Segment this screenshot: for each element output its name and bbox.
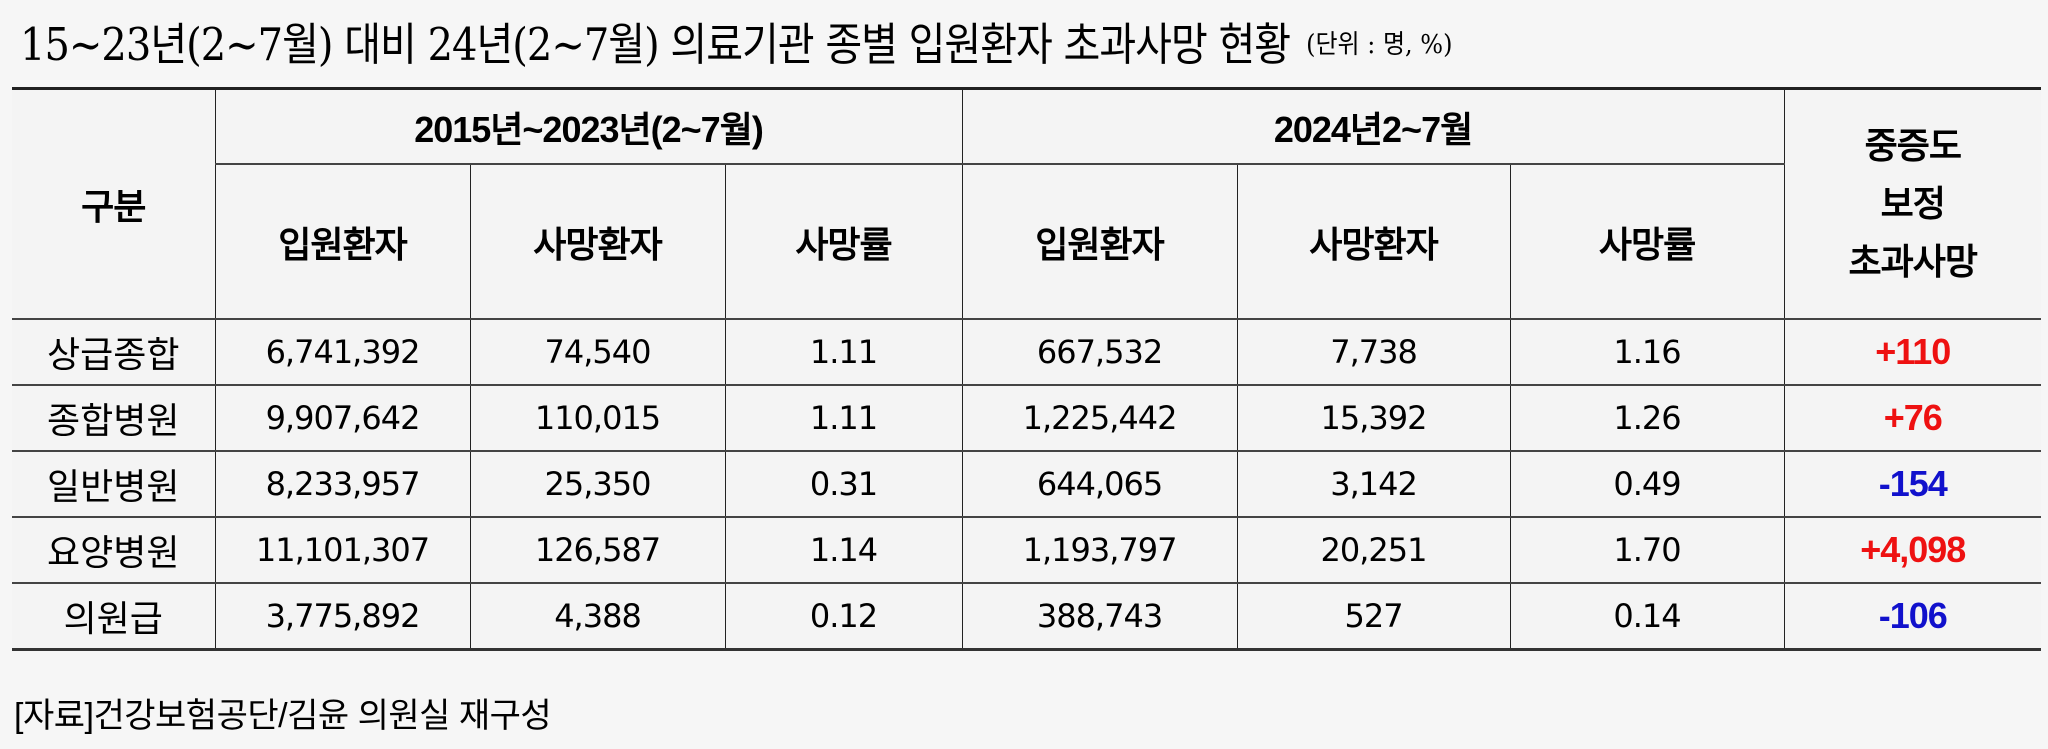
p1-deaths: 126,587	[469, 516, 726, 584]
row-label: 상급종합	[12, 318, 216, 386]
p1-rate: 1.14	[724, 516, 963, 584]
p2-rate: 0.14	[1509, 582, 1785, 651]
table-row: 종합병원 9,907,642 110,015 1.11 1,225,442 15…	[12, 384, 2042, 452]
header-row-1: 구분 2015년~2023년(2~7월) 2024년2~7월 중증도 보정 초과…	[12, 87, 2042, 320]
header-p1-deaths: 사망환자	[469, 163, 726, 320]
title-main: 15~23년(2~7월) 대비 24년(2~7월) 의료기관 종별 입원환자 초…	[20, 19, 1291, 72]
p1-deaths: 110,015	[469, 384, 726, 452]
p2-rate: 1.26	[1509, 384, 1785, 452]
table-row: 상급종합 6,741,392 74,540 1.11 667,532 7,738…	[12, 318, 2042, 386]
p2-inpatients: 1,225,442	[961, 384, 1238, 452]
table-row: 요양병원 11,101,307 126,587 1.14 1,193,797 2…	[12, 516, 2042, 584]
row-label: 요양병원	[12, 516, 216, 584]
p2-inpatients: 644,065	[961, 450, 1238, 518]
p1-inpatients: 11,101,307	[214, 516, 471, 584]
p2-deaths: 527	[1236, 582, 1511, 651]
header-period-2024: 2024년2~7월	[961, 87, 1785, 165]
p1-rate: 0.12	[724, 582, 963, 651]
p2-deaths: 7,738	[1236, 318, 1511, 386]
p2-deaths: 3,142	[1236, 450, 1511, 518]
header-p2-rate: 사망률	[1509, 163, 1785, 320]
p2-inpatients: 1,193,797	[961, 516, 1238, 584]
header-row-2: 입원환자 사망환자 사망률 입원환자 사망환자 사망률	[12, 163, 2041, 320]
p1-rate: 1.11	[724, 318, 963, 386]
p2-rate: 1.16	[1509, 318, 1785, 386]
excess-death-table: 구분 2015년~2023년(2~7월) 2024년2~7월 중증도 보정 초과…	[12, 87, 2042, 651]
p2-rate: 0.49	[1509, 450, 1785, 518]
excess-deaths: +4,098	[1783, 516, 2042, 584]
header-severity-line-3: 초과사망	[1848, 241, 1978, 282]
header-p1-inpatients: 입원환자	[215, 163, 471, 320]
header-category: 구분	[12, 87, 216, 320]
p2-deaths: 20,251	[1236, 516, 1511, 584]
source-note: [자료]건강보험공단/김윤 의원실 재구성	[14, 697, 552, 735]
header-p1-rate: 사망률	[724, 163, 963, 320]
p2-deaths: 15,392	[1236, 384, 1511, 452]
p1-inpatients: 3,775,892	[214, 582, 471, 651]
table-title: 15~23년(2~7월) 대비 24년(2~7월) 의료기관 종별 입원환자 초…	[20, 8, 1452, 74]
excess-deaths: -154	[1783, 450, 2042, 518]
p1-deaths: 4,388	[469, 582, 726, 651]
table-row: 일반병원 8,233,957 25,350 0.31 644,065 3,142…	[12, 450, 2042, 518]
p2-inpatients: 388,743	[961, 582, 1238, 651]
table-row: 의원급 3,775,892 4,388 0.12 388,743 527 0.1…	[12, 582, 2042, 651]
header-p2-deaths: 사망환자	[1236, 163, 1511, 320]
p1-rate: 1.11	[724, 384, 963, 452]
excess-deaths: +110	[1783, 318, 2042, 386]
excess-deaths: -106	[1783, 582, 2042, 651]
header-period-2015-2023: 2015년~2023년(2~7월)	[214, 87, 963, 165]
header-p2-inpatients: 입원환자	[961, 163, 1238, 320]
p1-inpatients: 6,741,392	[214, 318, 471, 386]
header-severity-adjusted-excess: 중증도 보정 초과사망	[1783, 87, 2042, 320]
unit-note: (단위 : 명, %)	[1306, 28, 1453, 60]
p1-rate: 0.31	[724, 450, 963, 518]
row-label: 일반병원	[12, 450, 216, 518]
header-severity-line-1: 중증도	[1864, 125, 1962, 166]
header-severity-line-2: 보정	[1880, 183, 1946, 224]
p1-deaths: 25,350	[469, 450, 726, 518]
p1-inpatients: 9,907,642	[214, 384, 471, 452]
p1-inpatients: 8,233,957	[214, 450, 471, 518]
p2-rate: 1.70	[1509, 516, 1785, 584]
p2-inpatients: 667,532	[961, 318, 1238, 386]
excess-deaths: +76	[1783, 384, 2042, 452]
row-label: 종합병원	[12, 384, 216, 452]
p1-deaths: 74,540	[469, 318, 726, 386]
row-label: 의원급	[12, 582, 216, 651]
